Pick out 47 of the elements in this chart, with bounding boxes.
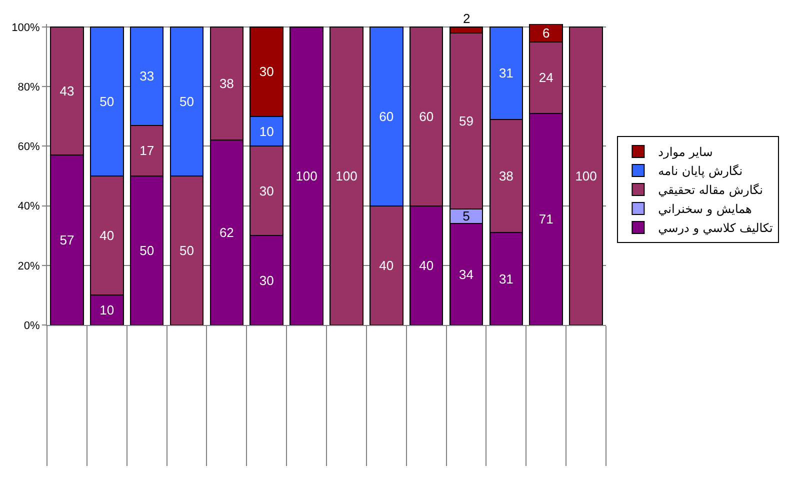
data-label: 40 (419, 258, 434, 273)
data-label: 10 (259, 124, 274, 139)
data-label: 50 (100, 94, 114, 109)
data-label: 6 (542, 25, 550, 40)
data-label: 71 (538, 212, 554, 227)
data-label: 24 (538, 70, 554, 86)
data-label: 59 (459, 113, 474, 128)
data-label: 5 (462, 208, 470, 224)
bar (330, 26, 364, 325)
legend-label: ساير موارد (658, 145, 713, 160)
data-label: 38 (498, 168, 514, 184)
data-label: 17 (140, 143, 154, 158)
data-label: 43 (60, 84, 74, 99)
data-label: 57 (60, 232, 74, 248)
y-tick-label: 0% (24, 320, 40, 332)
data-label: 50 (180, 242, 194, 258)
y-tick-label: 80% (18, 81, 40, 94)
data-label: 40 (100, 228, 114, 244)
bar (290, 26, 324, 325)
data-label: 30 (259, 64, 274, 80)
data-label: 31 (498, 271, 514, 286)
y-tick-label: 100% (12, 22, 40, 34)
data-label: 100 (296, 168, 318, 184)
data-label: 60 (419, 108, 434, 124)
data-label: 50 (180, 94, 194, 109)
y-tick-label: 60% (18, 141, 40, 154)
data-label: 38 (219, 76, 234, 92)
legend-label: تکاليف کلاسي و درسي (658, 221, 773, 236)
data-label: 30 (259, 183, 274, 198)
data-label: 31 (498, 66, 514, 81)
data-label: 100 (336, 168, 358, 184)
data-label: 30 (259, 272, 274, 288)
y-tick-label: 20% (18, 260, 40, 272)
legend-label: نگارش پايان نامه (658, 164, 743, 178)
data-label: 33 (140, 68, 154, 84)
data-label: 10 (100, 302, 114, 318)
legend-label: نگارش مقاله تحقيقي (658, 183, 763, 198)
bar (569, 26, 603, 325)
data-label: 40 (379, 258, 394, 273)
y-tick-label: 40% (18, 200, 40, 213)
legend-label: همايش و سخنراني (658, 202, 752, 216)
data-label: 62 (219, 225, 234, 240)
data-label: 100 (575, 168, 597, 184)
data-label: 50 (140, 242, 154, 258)
data-label: 2 (463, 11, 470, 26)
data-label: 34 (459, 266, 474, 282)
data-label: 60 (379, 108, 394, 124)
